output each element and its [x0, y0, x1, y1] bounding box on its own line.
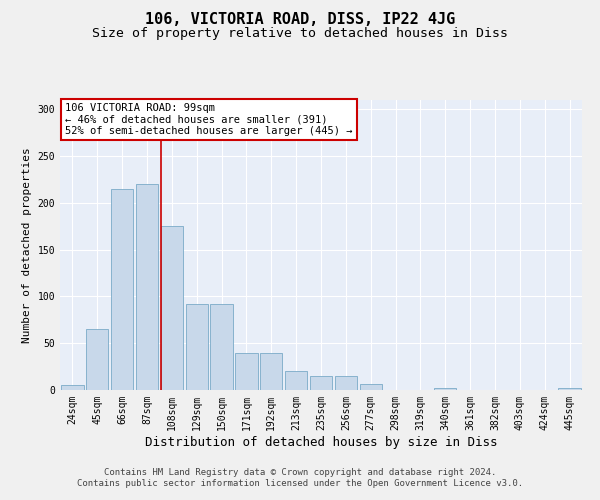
Bar	[136, 184, 158, 390]
Bar	[335, 376, 357, 390]
Bar	[185, 304, 208, 390]
Bar	[161, 226, 183, 390]
Y-axis label: Number of detached properties: Number of detached properties	[22, 147, 32, 343]
Bar	[111, 189, 133, 390]
Bar	[434, 388, 457, 390]
Bar	[310, 376, 332, 390]
Bar	[285, 372, 307, 390]
Text: 106 VICTORIA ROAD: 99sqm
← 46% of detached houses are smaller (391)
52% of semi-: 106 VICTORIA ROAD: 99sqm ← 46% of detach…	[65, 103, 353, 136]
Bar	[359, 384, 382, 390]
Text: Size of property relative to detached houses in Diss: Size of property relative to detached ho…	[92, 28, 508, 40]
X-axis label: Distribution of detached houses by size in Diss: Distribution of detached houses by size …	[145, 436, 497, 448]
Text: 106, VICTORIA ROAD, DISS, IP22 4JG: 106, VICTORIA ROAD, DISS, IP22 4JG	[145, 12, 455, 28]
Text: Contains HM Land Registry data © Crown copyright and database right 2024.
Contai: Contains HM Land Registry data © Crown c…	[77, 468, 523, 487]
Bar	[86, 329, 109, 390]
Bar	[235, 352, 257, 390]
Bar	[559, 388, 581, 390]
Bar	[260, 352, 283, 390]
Bar	[211, 304, 233, 390]
Bar	[61, 386, 83, 390]
